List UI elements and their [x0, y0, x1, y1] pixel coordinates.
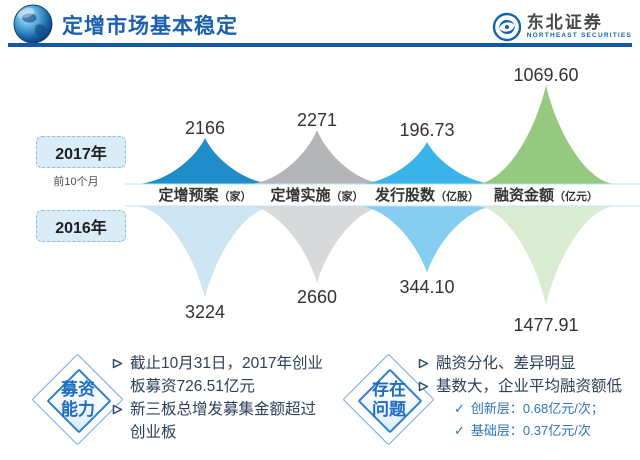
category-label: 定增预案（家） [158, 186, 251, 204]
arrow-bullet-icon [418, 381, 429, 392]
value-label-2016: 2660 [297, 287, 337, 307]
logo-text-cn: 东北证券 [526, 13, 603, 32]
fundraising-bullet-list: 截止10月31日，2017年创业板募资726.51亿元 新三板总增发募集金额超过创… [112, 352, 324, 444]
badge-existing-problems: 存在 问题 [342, 353, 436, 447]
value-label-2017: 2166 [185, 118, 225, 138]
value-label-2016: 344.10 [399, 277, 454, 297]
bullet-item: 新三板总增发募集金额超过创业板 [112, 398, 324, 444]
page-title: 定增市场基本稳定 [62, 15, 238, 38]
legend-2017: 2017年 [36, 136, 126, 168]
check-text: 基础层：0.37亿元/次 [470, 423, 591, 438]
peak-2017-定增预案 [134, 138, 276, 184]
peak-2016-定增预案 [134, 206, 276, 298]
company-logo: 东北证券 NORTHEAST SECURITIES [492, 12, 632, 42]
arrow-bullet-icon [112, 404, 123, 415]
bullet-item: 基数大，企业平均融资额低 [418, 375, 636, 398]
pyramid-chart: 定增预案（家） 定增实施（家） 发行股数（亿股） 融资金额（亿元） 2166 3224 22… [125, 65, 640, 335]
title-rule [8, 43, 632, 47]
peak-2016-发行股数 [356, 206, 498, 273]
peak-2017-融资金额 [475, 85, 617, 184]
peak-2016-融资金额 [475, 206, 617, 305]
value-label-2017: 1069.60 [513, 65, 578, 85]
legend-2016: 2016年 [36, 210, 126, 242]
logo-swirl-icon [492, 12, 521, 42]
arrow-bullet-icon [418, 358, 429, 369]
problems-bullet-list: 融资分化、差异明显基数大，企业平均融资额低 ✓ 创新层：0.68亿元/次； ✓ 基础层：… [418, 352, 636, 442]
check-item: ✓ 创新层：0.68亿元/次； [454, 398, 636, 420]
bullet-text: 融资分化、差异明显 [436, 355, 576, 372]
bullet-text: 基数大，企业平均融资额低 [436, 378, 623, 395]
value-label-2017: 2271 [297, 110, 337, 130]
category-label: 定增实施（家） [270, 186, 363, 204]
checkmark-icon: ✓ [454, 401, 465, 416]
value-label-2016: 1477.91 [513, 315, 578, 335]
bullet-item: 截止10月31日，2017年创业板募资726.51亿元 [112, 352, 324, 398]
peak-2017-发行股数 [356, 142, 498, 184]
arrow-bullet-icon [112, 358, 123, 369]
bullet-text: 新三板总增发募集金额超过创业板 [130, 401, 317, 441]
checkmark-icon: ✓ [454, 423, 465, 438]
value-label-2017: 196.73 [399, 120, 454, 140]
badge-fundraising-ability: 募资 能力 [31, 353, 125, 447]
legend-2017-note: 前10个月 [53, 176, 99, 188]
check-item: ✓ 基础层：0.37亿元/次 [454, 420, 636, 442]
badge-label: 募资 能力 [61, 380, 95, 419]
category-label: 融资金额（亿元） [494, 186, 598, 204]
globe-icon [13, 4, 53, 44]
peak-2016-定增实施 [246, 206, 388, 283]
check-text: 创新层：0.68亿元/次； [470, 401, 604, 416]
logo-text-en: NORTHEAST SECURITIES [526, 32, 632, 39]
bullet-item: 融资分化、差异明显 [418, 352, 636, 375]
bullet-text: 截止10月31日，2017年创业板募资726.51亿元 [130, 355, 323, 395]
category-label: 发行股数（亿股） [374, 186, 479, 204]
value-label-2016: 3224 [185, 302, 225, 322]
peak-2017-定增实施 [246, 130, 388, 184]
badge-label: 存在 问题 [372, 380, 406, 419]
